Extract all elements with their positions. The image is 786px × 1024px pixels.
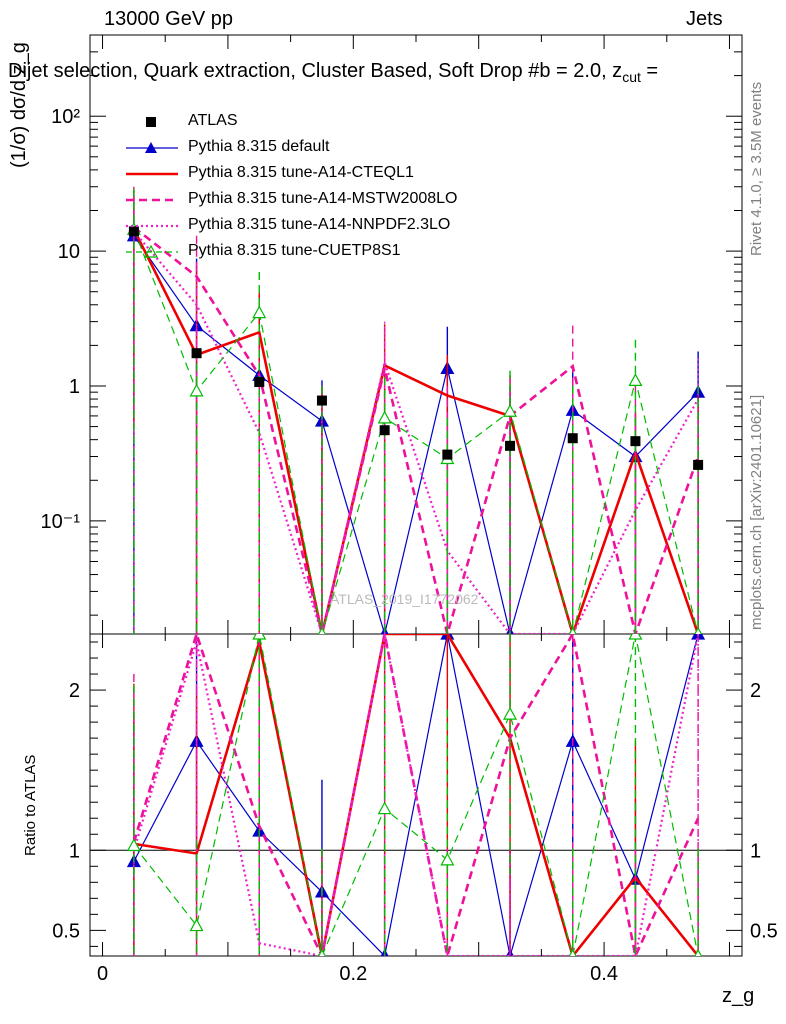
- axes: 0 0.2 0.4 10⁻¹ 1 10 10² 0.5 0.5 1 1 2 2: [41, 34, 778, 985]
- ratio-marker-cuetp: [377, 801, 392, 815]
- data-point-atlas: [693, 459, 704, 470]
- series-line-nnpdf: [133, 230, 700, 634]
- analysis-watermark: ATLAS_2019_I1772062: [330, 591, 479, 607]
- data-point-atlas: [505, 440, 516, 451]
- x-tick-label: 0.2: [339, 963, 367, 985]
- series-line-default: [133, 235, 699, 634]
- plot-title: Dijet selection, Quark extraction, Clust…: [8, 60, 658, 85]
- ratio-panel: [90, 634, 742, 956]
- data-point-atlas: [630, 436, 641, 447]
- series-marker-cuetp: [377, 410, 392, 424]
- legend-entry-cteql1: Pythia 8.315 tune-A14-CTEQL1: [122, 162, 542, 188]
- legend-label-nnpdf: Pythia 8.315 tune-A14-NNPDF2.3LO: [188, 216, 451, 233]
- mcplots-text: mcplots.cern.ch [arXiv:2401.10621]: [748, 394, 765, 630]
- legend-entry-nnpdf: Pythia 8.315 tune-A14-NNPDF2.3LO: [122, 214, 542, 240]
- ratio-marker-cuetp: [189, 918, 204, 932]
- legend-symbol-cuetp: [126, 244, 178, 258]
- main-panel: [126, 186, 706, 634]
- legend-symbol-atlas: [146, 117, 156, 127]
- data-point-atlas: [442, 449, 453, 460]
- ratio-tick-label-right: 1: [750, 840, 761, 862]
- series-line-cteql1: [132, 228, 700, 634]
- series-marker-cuetp: [189, 383, 204, 397]
- y-tick-label: 10: [58, 241, 80, 263]
- y-axis-label-text: (1/σ) dσ/d z_g: [8, 42, 30, 168]
- legend-label-cteql1: Pythia 8.315 tune-A14-CTEQL1: [188, 164, 414, 181]
- x-axis-label: z_g: [722, 985, 755, 1007]
- legend: ATLAS Pythia 8.315 default Pythia 8.315 …: [122, 110, 542, 266]
- y-axis-label: (1/σ) dσ/d z_g: [8, 42, 31, 168]
- series-marker-cuetp: [503, 403, 518, 417]
- y-tick-label: 1: [69, 376, 80, 398]
- legend-label-cuetp: Pythia 8.315 tune-CUETP8S1: [188, 242, 401, 259]
- series-marker-cuetp: [628, 373, 643, 387]
- ratio-marker-cuetp: [252, 634, 267, 640]
- plot-title-tail: =: [640, 60, 659, 82]
- plot-title-sub: cut: [622, 69, 641, 85]
- ratio-tick-label-left: 1: [69, 840, 80, 862]
- series-marker-cuetp: [252, 305, 267, 319]
- legend-symbol-mstw: [126, 198, 178, 202]
- legend-entry-mstw: Pythia 8.315 tune-A14-MSTW2008LO: [122, 188, 542, 214]
- x-tick-label: 0.4: [590, 963, 618, 985]
- series-marker-cuetp: [318, 626, 326, 634]
- ratio-tick-label-right: 2: [750, 680, 761, 702]
- series-marker-cuetp: [694, 626, 703, 634]
- data-point-atlas: [567, 433, 578, 444]
- ratio-tick-label-left: 0.5: [52, 920, 80, 942]
- data-point-atlas: [191, 348, 202, 359]
- energy-label: 13000 GeV pp: [104, 8, 233, 30]
- ratio-line-nnpdf: [132, 634, 700, 956]
- legend-label-atlas: ATLAS: [188, 112, 238, 129]
- ratio-marker-cuetp: [126, 838, 141, 852]
- series-marker-cuetp: [568, 626, 577, 634]
- legend-label-default: Pythia 8.315 default: [188, 138, 330, 155]
- ratio-marker-cuetp: [440, 852, 455, 866]
- series-line-mstw: [133, 226, 700, 634]
- legend-symbol-default: [126, 142, 178, 153]
- data-point-atlas: [128, 226, 139, 237]
- category-label: Jets: [686, 8, 723, 30]
- legend-label-mstw: Pythia 8.315 tune-A14-MSTW2008LO: [188, 190, 458, 207]
- ratio-marker-cuetp: [628, 634, 643, 640]
- y-tick-label: 10⁻¹: [41, 511, 81, 533]
- ratio-tick-label-left: 2: [69, 680, 80, 702]
- legend-symbol-cteql1: [126, 172, 178, 176]
- x-tick-label: 0: [97, 963, 108, 985]
- ratio-line-cteql1: [133, 634, 700, 956]
- ratio-marker-cuetp: [503, 706, 518, 720]
- ratio-marker-cuetp: [694, 948, 703, 956]
- y-tick-label: 10²: [51, 106, 80, 128]
- ratio-line-cuetp: [133, 634, 699, 956]
- legend-entry-atlas: ATLAS: [122, 110, 542, 136]
- ratio-axis-label: Ratio to ATLAS: [22, 754, 39, 856]
- ratio-marker-cuetp: [568, 948, 577, 956]
- legend-entry-default: Pythia 8.315 default: [122, 136, 542, 162]
- legend-symbol-nnpdf: [126, 224, 178, 228]
- series-line-cuetp: [133, 229, 699, 634]
- ratio-marker-cuetp: [318, 948, 326, 956]
- ratio-tick-label-right: 0.5: [750, 920, 778, 942]
- data-point-atlas: [379, 425, 390, 436]
- legend-entry-cuetp: Pythia 8.315 tune-CUETP8S1: [122, 240, 542, 266]
- rivet-version-text: Rivet 4.1.0, ≥ 3.5M events: [748, 81, 765, 256]
- data-point-atlas: [254, 377, 265, 388]
- data-point-atlas: [316, 395, 327, 406]
- plot-title-text: Dijet selection, Quark extraction, Clust…: [8, 60, 623, 82]
